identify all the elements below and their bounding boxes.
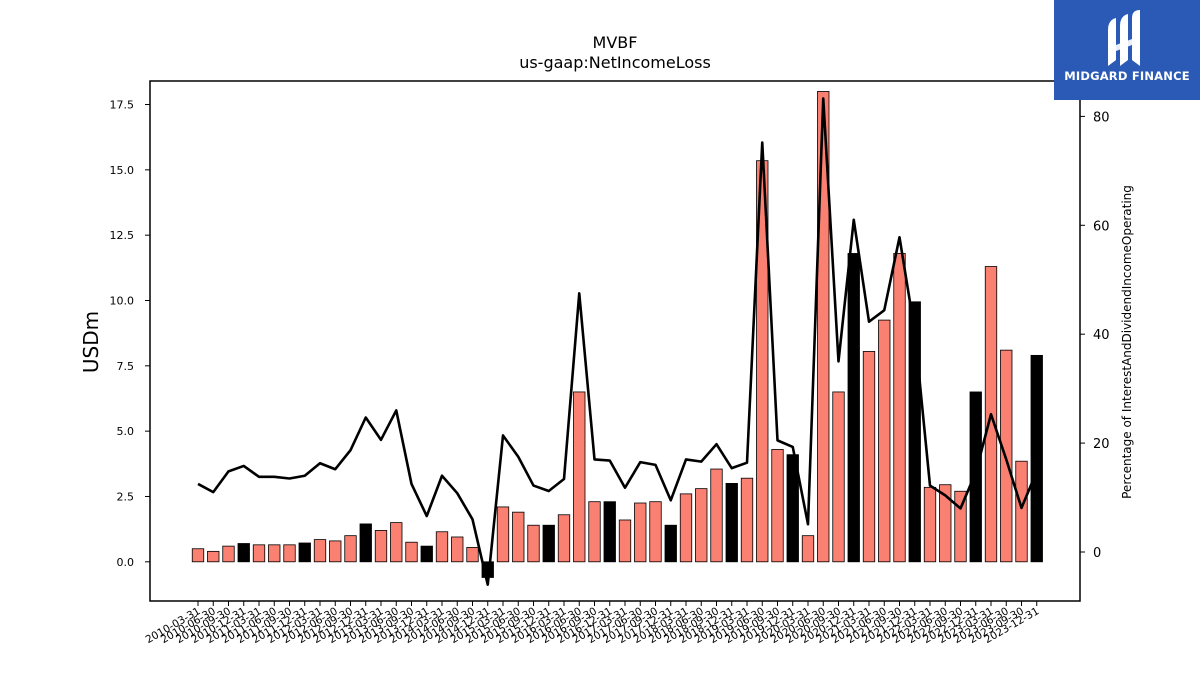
bar-2010-06-30	[207, 550, 220, 563]
bar-2012-06-30	[329, 540, 342, 563]
bar-2014-03-31	[435, 531, 449, 563]
bar-2010-12-31	[237, 543, 250, 563]
logo-mark-icon	[1108, 10, 1140, 66]
bar-2021-12-31	[908, 301, 921, 563]
bar-2022-09-30	[954, 490, 967, 563]
plot-frame	[149, 80, 1081, 602]
bar-2016-12-31	[603, 501, 616, 563]
bar-2017-09-30	[649, 501, 662, 563]
bar-2023-12-31	[1030, 354, 1043, 563]
bar-2015-09-30	[527, 524, 540, 563]
y-tick-label: 10.0	[110, 294, 135, 307]
bar-2023-09-30	[1015, 460, 1028, 563]
bar-2013-03-31	[374, 530, 388, 563]
chart-subtitle: us-gaap:NetIncomeLoss	[519, 53, 711, 72]
bar-2019-09-30	[771, 449, 784, 563]
bar-2016-09-30	[588, 501, 601, 563]
bar-2011-03-31	[252, 544, 266, 563]
bar-2017-12-31	[664, 524, 677, 563]
bar-2020-09-30	[832, 391, 845, 563]
y-tick-label: 12.5	[110, 229, 135, 242]
bar-2022-03-31	[923, 486, 937, 563]
y-tick-label: 2.5	[117, 490, 135, 503]
y-tick-label: 17.5	[110, 99, 135, 112]
bar-2022-06-30	[939, 484, 952, 563]
y2-tick-label: 60	[1093, 219, 1110, 234]
bar-2012-09-30	[344, 535, 357, 563]
line-layer	[197, 97, 1038, 586]
bar-2015-12-31	[542, 524, 555, 563]
bar-2010-09-30	[222, 545, 235, 563]
bar-2011-09-30	[283, 544, 296, 563]
bar-2018-06-30	[695, 488, 708, 563]
bar-2010-03-31	[191, 548, 205, 563]
y-axis-label: USDm	[79, 311, 103, 373]
bar-2013-12-31	[420, 545, 433, 563]
bar-2017-03-31	[618, 519, 632, 563]
bar-2015-06-30	[512, 511, 525, 563]
bar-2012-12-31	[359, 523, 372, 563]
midgard-finance-logo: MIDGARD FINANCE	[1054, 0, 1200, 100]
bar-2013-06-30	[390, 522, 403, 563]
y-tick-label: 15.0	[110, 164, 135, 177]
percentage-line	[197, 97, 1038, 586]
logo-name: MIDGARD FINANCE	[1064, 69, 1190, 83]
bar-2019-03-31	[740, 477, 754, 563]
y-tick-label: 0.0	[117, 556, 135, 569]
bar-2012-03-31	[313, 539, 327, 563]
y-tick-label: 7.5	[117, 360, 135, 373]
bar-2016-03-31	[557, 514, 571, 563]
bar-2011-06-30	[268, 544, 281, 563]
bar-2021-03-31	[862, 351, 876, 563]
bar-2018-09-30	[710, 468, 723, 563]
bar-2021-09-30	[893, 253, 906, 563]
y2-tick-label: 80	[1093, 110, 1110, 125]
bar-2020-12-31	[847, 253, 860, 563]
y2-tick-label: 20	[1093, 437, 1110, 452]
y2-tick-label: 40	[1093, 328, 1110, 343]
bar-2011-12-31	[298, 542, 311, 563]
bar-2020-06-30	[817, 91, 830, 563]
y-tick-label: 5.0	[117, 425, 135, 438]
bar-2018-03-31	[679, 493, 693, 563]
bars-layer	[191, 91, 1043, 578]
y2-tick-label: 0	[1093, 546, 1101, 561]
bar-2020-03-31	[801, 535, 815, 563]
bar-2022-12-31	[969, 391, 982, 563]
bar-2018-12-31	[725, 483, 738, 563]
y2-axis-label: Percentage of InterestAndDividendIncomeO…	[1120, 185, 1134, 499]
bar-2015-03-31	[496, 506, 510, 563]
bar-2016-06-30	[573, 391, 586, 563]
chart-title: MVBF	[593, 33, 638, 52]
bar-2013-09-30	[405, 541, 418, 563]
bar-2014-09-30	[466, 547, 479, 563]
bar-2019-12-31	[786, 454, 799, 563]
bar-2017-06-30	[634, 502, 647, 563]
bar-2014-06-30	[451, 536, 464, 563]
bar-2021-06-30	[878, 319, 891, 563]
